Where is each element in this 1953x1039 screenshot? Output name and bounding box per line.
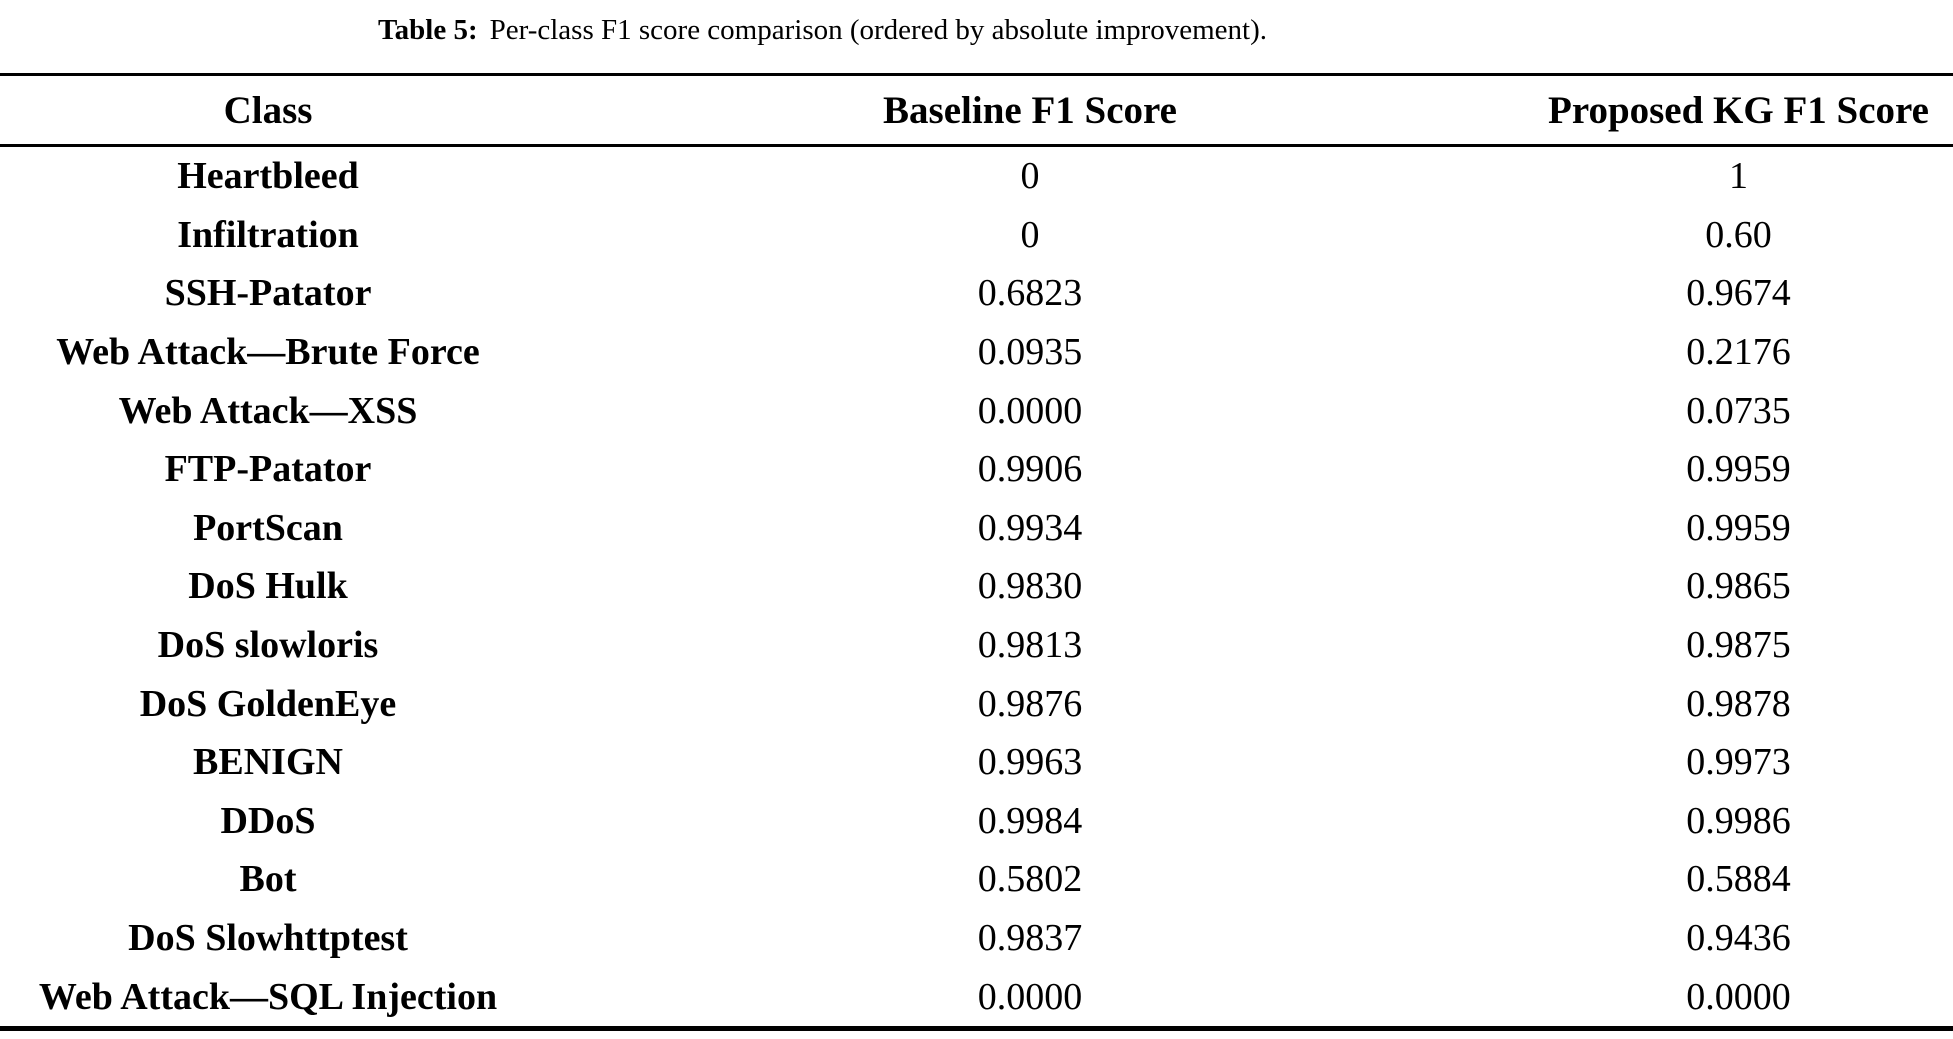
table-row: FTP-Patator 0.9906 0.9959	[0, 440, 1953, 499]
table-row: DoS Slowhttptest 0.9837 0.9436	[0, 909, 1953, 968]
table-row: Infiltration 0 0.60	[0, 206, 1953, 265]
proposed-cell: 0.0000	[1686, 975, 1791, 1018]
proposed-cell: 0.9674	[1686, 272, 1791, 315]
class-cell: Web Attack—SQL Injection	[38, 975, 498, 1018]
class-cell: DoS Hulk	[188, 565, 348, 608]
table-caption: Table 5: Per-class F1 score comparison (o…	[0, 0, 1645, 73]
class-cell: Bot	[239, 858, 297, 901]
baseline-cell: 0.9963	[977, 741, 1083, 784]
table-row: PortScan 0.9934 0.9959	[0, 499, 1953, 558]
baseline-cell: 0.0935	[977, 331, 1083, 374]
header-row: Class Baseline F1 Score Proposed KG F1 S…	[0, 74, 1953, 146]
class-cell: Heartbleed	[177, 155, 359, 198]
baseline-cell: 0.9876	[977, 682, 1083, 725]
class-cell: DDoS	[220, 799, 316, 842]
baseline-cell: 0.9934	[977, 506, 1083, 549]
proposed-cell: 0.2176	[1686, 331, 1791, 374]
proposed-cell: 0.9436	[1686, 917, 1791, 960]
class-cell: BENIGN	[193, 741, 343, 784]
table-row: DoS GoldenEye 0.9876 0.9878	[0, 674, 1953, 733]
class-cell: Web Attack—XSS	[118, 389, 418, 432]
baseline-cell: 0.9837	[977, 917, 1083, 960]
proposed-cell: 0.9959	[1686, 506, 1791, 549]
class-cell: PortScan	[193, 506, 343, 549]
proposed-cell: 0.9878	[1686, 682, 1791, 725]
table-row: BENIGN 0.9963 0.9973	[0, 733, 1953, 792]
baseline-cell: 0.9813	[977, 624, 1083, 667]
table-body: Heartbleed 0 1 Infiltration 0 0.60 SSH-P…	[0, 146, 1953, 1029]
table-row: Heartbleed 0 1	[0, 146, 1953, 206]
table-row: Bot 0.5802 0.5884	[0, 850, 1953, 909]
caption-label: Table 5:	[377, 14, 478, 46]
class-cell: FTP-Patator	[164, 448, 372, 491]
baseline-cell: 0.9830	[977, 565, 1083, 608]
table-row: SSH-Patator 0.6823 0.9674	[0, 264, 1953, 323]
table-row: DoS Hulk 0.9830 0.9865	[0, 557, 1953, 616]
class-cell: DoS slowloris	[157, 624, 379, 667]
class-cell: SSH-Patator	[164, 272, 372, 315]
table-row: Web Attack—Brute Force 0.0935 0.2176	[0, 323, 1953, 382]
baseline-cell: 0.9984	[977, 799, 1083, 842]
caption-text: Per-class F1 score comparison (ordered b…	[489, 14, 1268, 46]
class-cell: DoS Slowhttptest	[128, 917, 408, 960]
table-row: Web Attack—SQL Injection 0.0000 0.0000	[0, 967, 1953, 1029]
column-header-baseline: Baseline F1 Score	[883, 88, 1177, 132]
proposed-cell: 0.0735	[1686, 389, 1791, 432]
baseline-cell: 0.5802	[977, 858, 1083, 901]
proposed-cell: 0.9986	[1686, 799, 1791, 842]
proposed-cell: 0.5884	[1686, 858, 1791, 901]
class-cell: Web Attack—Brute Force	[56, 331, 480, 374]
class-cell: Infiltration	[177, 213, 359, 256]
proposed-cell: 0.60	[1705, 213, 1772, 256]
class-cell: DoS GoldenEye	[139, 682, 397, 725]
proposed-cell: 0.9865	[1686, 565, 1791, 608]
baseline-cell: 0	[1020, 213, 1040, 256]
column-header-class: Class	[223, 88, 313, 132]
baseline-cell: 0	[1020, 155, 1040, 198]
baseline-cell: 0.6823	[977, 272, 1083, 315]
proposed-cell: 1	[1729, 155, 1748, 198]
proposed-cell: 0.9959	[1686, 448, 1791, 491]
baseline-cell: 0.0000	[977, 389, 1083, 432]
column-header-proposed: Proposed KG F1 Score	[1548, 88, 1929, 132]
proposed-cell: 0.9973	[1686, 741, 1791, 784]
f1-score-table: Class Baseline F1 Score Proposed KG F1 S…	[0, 73, 1953, 1031]
baseline-cell: 0.0000	[977, 975, 1083, 1018]
table-row: DDoS 0.9984 0.9986	[0, 792, 1953, 851]
table-row: Web Attack—XSS 0.0000 0.0735	[0, 381, 1953, 440]
table-header: Class Baseline F1 Score Proposed KG F1 S…	[0, 74, 1953, 146]
table-row: DoS slowloris 0.9813 0.9875	[0, 616, 1953, 675]
baseline-cell: 0.9906	[977, 448, 1083, 491]
proposed-cell: 0.9875	[1686, 624, 1791, 667]
